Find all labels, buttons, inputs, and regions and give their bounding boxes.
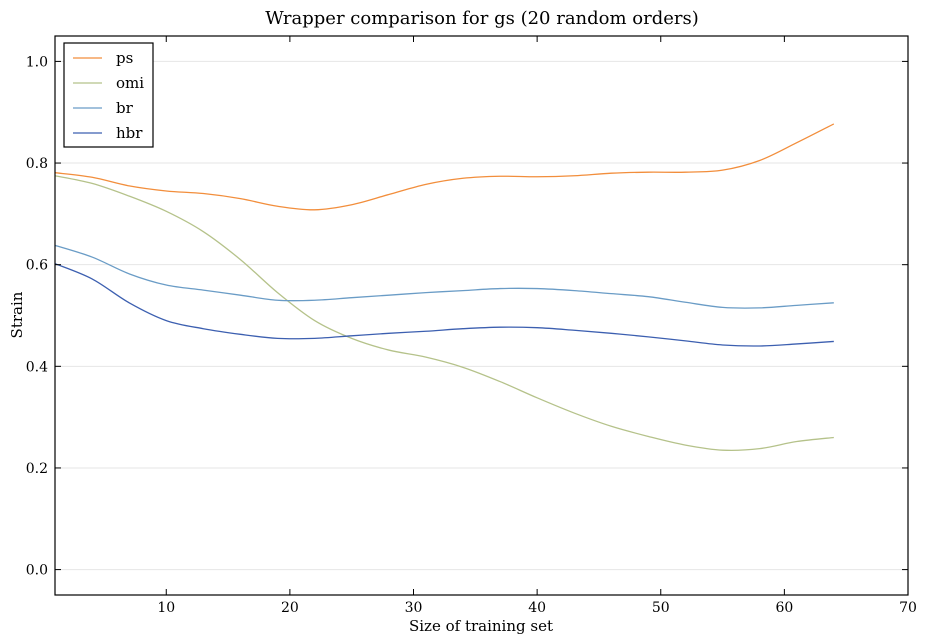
legend: ps omi br hbr: [63, 42, 154, 148]
series-line-ps: [54, 123, 835, 211]
legend-label-ps: ps: [116, 49, 133, 67]
x-tick-label: 60: [775, 600, 793, 616]
y-tick-label: 0.6: [26, 258, 48, 274]
x-tick-label: 40: [528, 600, 546, 616]
y-tick-label: 0.4: [26, 359, 48, 375]
x-tick-label: 10: [157, 600, 175, 616]
x-axis-title: Size of training set: [409, 617, 553, 635]
chart-title: Wrapper comparison for gs (20 random ord…: [265, 8, 699, 29]
series-line-br: [54, 244, 834, 309]
plot-frame: [54, 35, 909, 596]
y-tick-label: 0.0: [26, 563, 48, 579]
y-tick-label: 0.8: [26, 156, 48, 172]
y-tick-label: 0.2: [26, 461, 48, 477]
y-axis-title: Strain: [8, 291, 26, 338]
y-tick-label: 1.0: [26, 54, 48, 70]
series-line-omi: [54, 175, 834, 452]
legend-label-br: br: [116, 99, 134, 117]
grid-lines: [55, 60, 908, 571]
axis-ticks: 0.0 0.2 0.4 0.6 0.8 1.0 10 20 30 40 50 60 70: [26, 36, 917, 616]
x-tick-label: 50: [652, 600, 670, 616]
series-lines: [54, 123, 835, 452]
x-tick-label: 30: [405, 600, 423, 616]
legend-box: [63, 42, 154, 148]
x-tick-label: 20: [281, 600, 299, 616]
legend-label-omi: omi: [116, 74, 144, 92]
x-tick-label: 70: [899, 600, 917, 616]
legend-label-hbr: hbr: [116, 124, 143, 142]
series-line-hbr: [54, 263, 834, 347]
